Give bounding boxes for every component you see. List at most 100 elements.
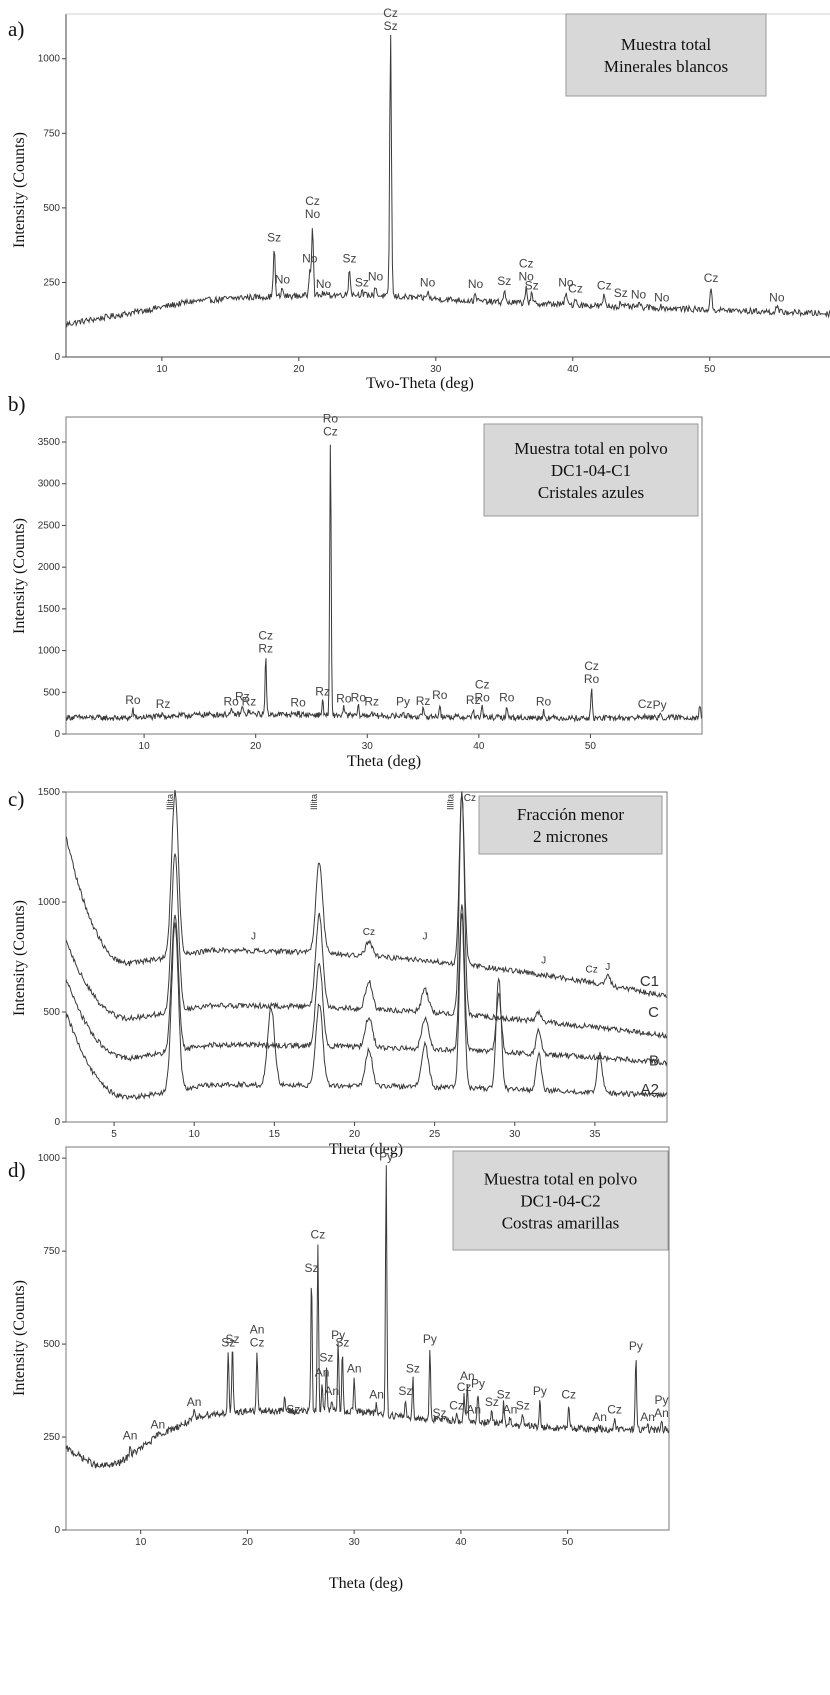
x-axis-title: Theta (deg) — [347, 753, 421, 770]
x-tick-label: 40 — [567, 364, 579, 375]
peak-label: Sz — [225, 1332, 239, 1346]
peak-label: Cz — [584, 659, 599, 673]
plot-area — [66, 34, 830, 328]
peak-label: An — [503, 1402, 518, 1416]
series-label-A2: A2 — [641, 1081, 659, 1098]
peak-label: No — [468, 277, 484, 291]
peak-label: No — [631, 287, 647, 301]
legend-line: 2 micrones — [533, 827, 608, 846]
plot-area — [66, 444, 702, 723]
peak-label: Py — [396, 695, 410, 709]
peak-label: Ro — [584, 672, 600, 686]
x-tick-label: 10 — [139, 741, 151, 752]
peak-label: An — [150, 1417, 165, 1431]
peak-label: An — [369, 1388, 384, 1402]
legend-box — [483, 423, 699, 517]
peak-label: Rz — [315, 685, 330, 699]
panel-c: 5 10 15 20 25 30 35 0 500 1000 1500 C1 C B A2 Illita Ill… — [8, 787, 668, 1158]
peak-label: Ro — [499, 690, 515, 704]
plot-frame — [65, 791, 668, 1123]
plot-area — [66, 1165, 669, 1469]
peak-label: Cz — [464, 793, 476, 804]
series-line-B — [66, 904, 667, 1067]
x-tick-label: 20 — [250, 741, 262, 752]
y-tick-label: 0 — [54, 1525, 60, 1536]
peak-label: J — [251, 931, 256, 942]
peak-label: No — [420, 275, 436, 289]
x-tick-label: 20 — [242, 1537, 254, 1548]
peak-label: Cz — [561, 1388, 576, 1402]
plot-frame — [65, 416, 703, 735]
peak-label: Sz — [497, 274, 511, 288]
peak-label: Rz — [466, 693, 481, 707]
series-label-B: B — [649, 1052, 659, 1069]
peak-label: Cz — [704, 271, 719, 285]
y-tick-label: 3500 — [38, 437, 61, 448]
peak-label: J — [541, 956, 546, 967]
peak-label: Sz — [286, 1402, 300, 1416]
y-tick-label: 750 — [43, 1246, 60, 1257]
x-tick-label: 20 — [293, 364, 305, 375]
panel-label: d) — [8, 1158, 26, 1182]
peak-label: Cz — [250, 1336, 265, 1350]
peak-label: Sz — [319, 1350, 333, 1364]
x-tick-label: 30 — [509, 1129, 521, 1140]
series-line-C — [66, 791, 667, 1039]
legend-line: Minerales blancos — [604, 57, 728, 76]
peak-label: Sz — [384, 19, 398, 33]
peak-label: Cz — [586, 964, 598, 975]
y-tick-label: 500 — [43, 1007, 60, 1018]
peak-label: Sz — [304, 1261, 318, 1275]
peak-label: Cz — [568, 281, 583, 295]
peak-label: Sz — [267, 231, 281, 245]
peak-label: Sz — [485, 1395, 499, 1409]
y-axis-title: Intensity (Counts) — [11, 900, 28, 1016]
legend-line: Costras amarillas — [502, 1214, 620, 1233]
peak-label: J — [605, 962, 610, 973]
series-label-C1: C1 — [640, 973, 659, 990]
peak-label: Cz — [311, 1228, 326, 1242]
series-line — [66, 34, 830, 328]
peak-label: No — [519, 269, 535, 283]
peak-label: An — [654, 1406, 669, 1420]
peak-label: Cz — [305, 194, 320, 208]
peak-label: Ro — [223, 695, 239, 709]
series-line-C1 — [66, 790, 667, 998]
peak-label: An — [250, 1323, 265, 1337]
peak-label: Cz — [383, 6, 398, 20]
y-tick-label: 0 — [54, 729, 60, 740]
x-tick-label: 35 — [589, 1129, 601, 1140]
peak-label: Rz — [416, 694, 431, 708]
peak-label: Cz — [638, 697, 653, 711]
peak-label: Cz — [457, 1380, 472, 1394]
legend-line: DC1-04-C2 — [520, 1192, 600, 1211]
series-line-A2 — [66, 913, 667, 1101]
panel-b: 10 20 30 40 500500100015002000250030003500Ro… — [8, 392, 703, 770]
peak-label: Sz — [525, 278, 539, 292]
peak-label: Cz — [449, 1399, 464, 1413]
legend-line: Muestra total en polvo — [484, 1170, 637, 1189]
y-tick-label: 500 — [43, 687, 60, 698]
peak-label: No — [302, 252, 318, 266]
peak-label: Cz — [323, 424, 338, 438]
peak-label: Illita — [165, 794, 175, 810]
peak-label: Ro — [536, 695, 552, 709]
x-tick-label: 40 — [473, 741, 485, 752]
peak-label: J — [422, 931, 427, 942]
peak-label: An — [187, 1395, 202, 1409]
peak-label: No — [558, 275, 574, 289]
peak-label: Illita — [309, 794, 319, 810]
legend-box — [452, 1150, 669, 1251]
legend-line: Fracción menor — [517, 805, 624, 824]
x-tick-label: 10 — [189, 1129, 201, 1140]
y-tick-label: 750 — [43, 128, 60, 139]
peak-label: Sz — [433, 1406, 447, 1420]
peak-label: Py — [379, 1150, 393, 1164]
peak-label: Rz — [258, 641, 273, 655]
peak-label: Ro — [323, 411, 339, 425]
peak-label: No — [654, 290, 670, 304]
peak-label: Py — [471, 1376, 485, 1390]
series-label-C: C — [648, 1004, 659, 1021]
y-tick-label: 500 — [43, 1339, 60, 1350]
peak-label: Py — [331, 1328, 345, 1342]
